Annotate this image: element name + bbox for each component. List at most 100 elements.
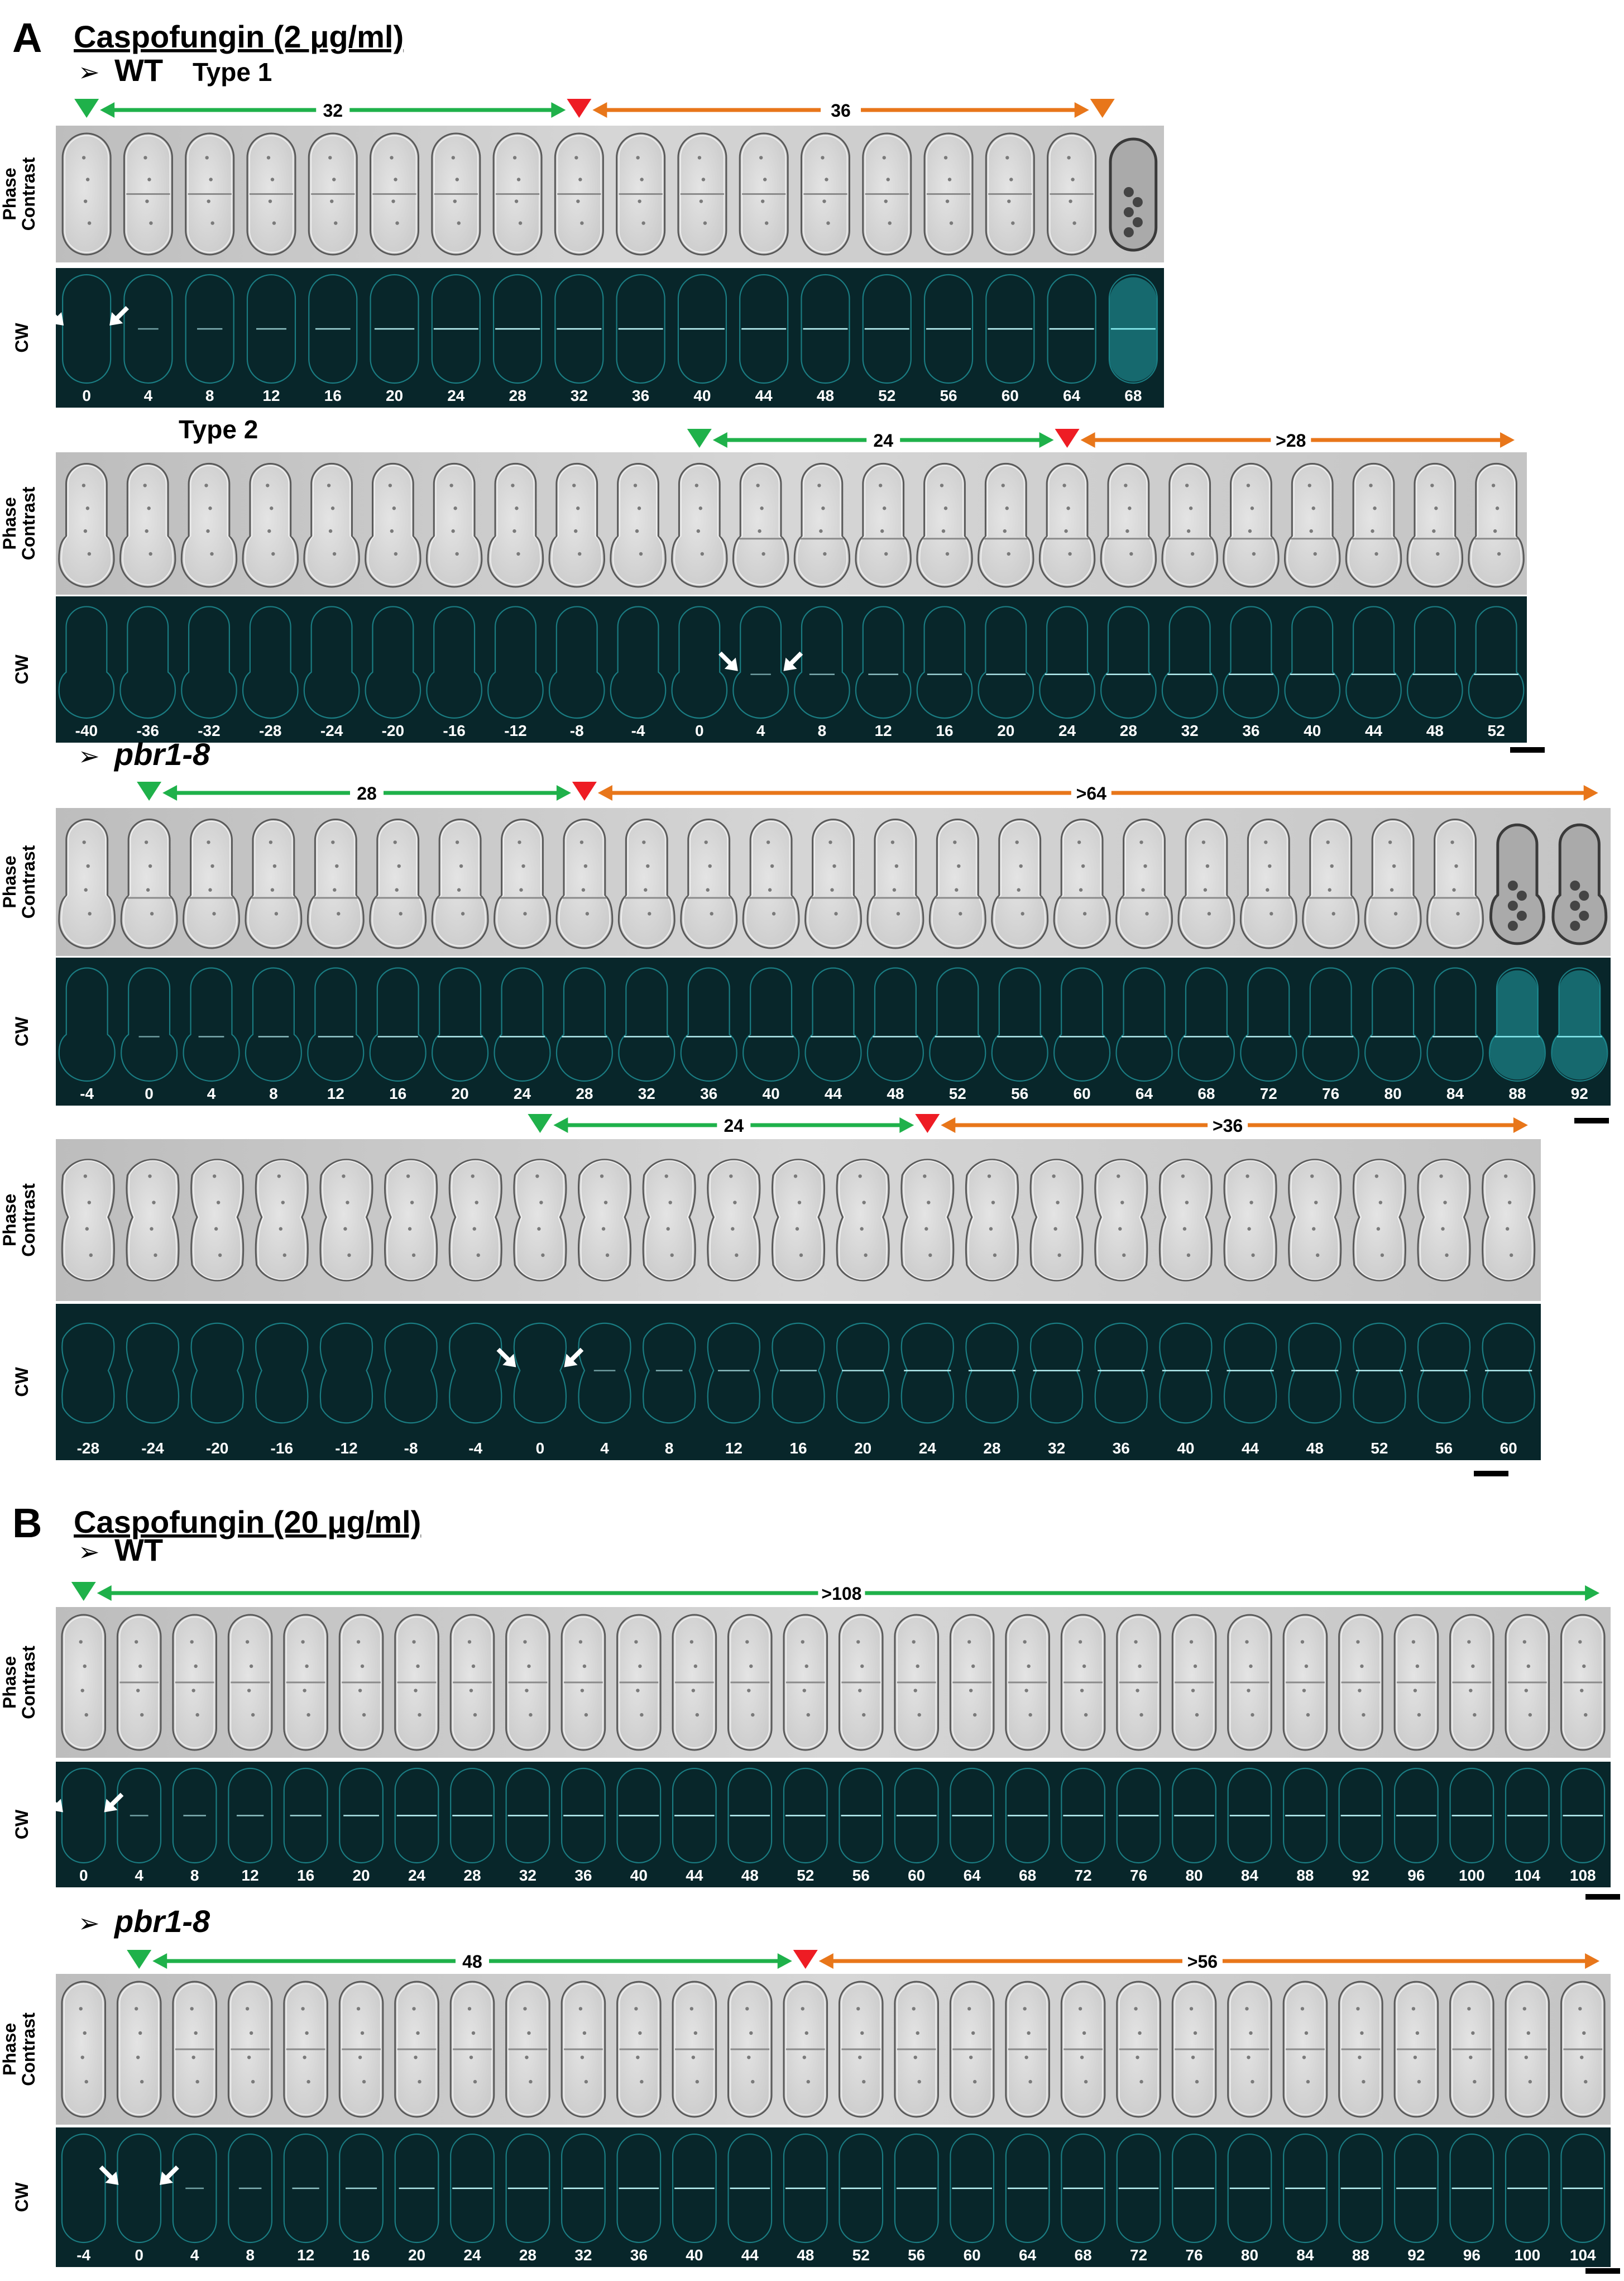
cell-granule	[154, 1253, 157, 1257]
cell-granule	[79, 2007, 83, 2011]
cell-granule	[279, 1227, 282, 1231]
cell-granule	[772, 912, 776, 916]
cell-wall-outline	[319, 1322, 373, 1424]
cell-granule	[1120, 1201, 1124, 1204]
time-label: 36	[574, 1867, 592, 1884]
cell-granule	[1306, 1713, 1310, 1717]
cw-frame	[1488, 967, 1546, 1082]
cell-granule	[802, 2055, 806, 2059]
cell-granule	[305, 1664, 309, 1668]
cell-wall-outline	[616, 2133, 662, 2244]
cell-granule	[269, 840, 273, 844]
phase-frame	[1177, 819, 1235, 949]
cell-wall-outline	[555, 967, 613, 1082]
cw-frame	[671, 606, 728, 719]
cw-frame	[1338, 1768, 1383, 1863]
cell-granule	[150, 1227, 154, 1231]
phase-frame	[1505, 1981, 1550, 2118]
cell-halo	[1007, 1617, 1048, 1748]
time-label: 80	[1385, 1085, 1402, 1102]
calcofluor-strip	[56, 1762, 1611, 1887]
cell-granule	[969, 2055, 973, 2059]
phase-frame	[365, 463, 421, 588]
phase-frame	[1393, 1981, 1439, 2118]
phase-frame	[123, 132, 173, 256]
cw-frame	[58, 967, 116, 1082]
cell-granule	[886, 178, 890, 181]
time-label: 52	[1371, 1440, 1388, 1457]
time-label: 24	[408, 1867, 426, 1884]
phase-label-line2: Contrast	[18, 845, 39, 919]
time-label: 36	[630, 2246, 648, 2264]
time-label: 56	[940, 387, 957, 404]
cell-wall-outline	[804, 967, 862, 1082]
calcofluor-strip	[56, 1304, 1541, 1460]
cw-frame	[862, 274, 912, 384]
time-label: -16	[443, 722, 465, 739]
cell-outline	[1115, 819, 1173, 949]
cell-granule	[1245, 2007, 1249, 2011]
cell-wall-outline	[1116, 1768, 1161, 1863]
cell-wall-outline	[283, 1767, 328, 1864]
time-label: 88	[1508, 1085, 1526, 1102]
phase-frame	[1482, 1159, 1536, 1281]
cw-frame	[228, 2133, 273, 2244]
cell-outline	[306, 819, 365, 949]
septation-complete-marker	[567, 99, 592, 118]
time-label: 0	[695, 722, 704, 739]
cell-granule	[1582, 1664, 1586, 1668]
cell-granule	[943, 156, 948, 160]
cell-halo	[341, 1617, 381, 1748]
ring-start-marker	[687, 429, 712, 448]
septum-start-arrow-left	[99, 2165, 119, 2185]
cell-granule	[527, 1664, 531, 1668]
panel-letter: A	[12, 15, 42, 61]
time-label: 12	[725, 1440, 742, 1457]
cell-granule	[804, 1664, 808, 1668]
cell-granule	[1027, 2031, 1031, 2035]
cell-separation-arrow-head-right	[1585, 1953, 1600, 1969]
time-label: -40	[75, 722, 98, 739]
cell-granule	[529, 1713, 533, 1717]
cell-granule	[1066, 506, 1070, 510]
time-label: 0	[536, 1440, 545, 1457]
cell-granule	[194, 1664, 198, 1668]
phase-frame	[1345, 463, 1402, 588]
cell-wall-outline	[1227, 2134, 1272, 2243]
cell-halo	[1118, 820, 1170, 946]
time-label: -28	[259, 722, 281, 739]
cell-granule	[644, 888, 648, 892]
cell-halo	[730, 1983, 770, 2115]
phase-frame	[61, 1981, 107, 2118]
cell-granule	[327, 484, 331, 487]
cw-frame	[1223, 1322, 1277, 1424]
cell-granule	[1309, 529, 1313, 533]
cell-granule	[1528, 1713, 1532, 1717]
septation-complete-marker	[1055, 429, 1080, 448]
septation-complete-marker	[793, 1950, 818, 1969]
phase-frame	[1227, 1614, 1272, 1751]
cell-wall-outline	[739, 274, 789, 384]
cell-granule	[136, 2055, 140, 2059]
cell-granule	[1450, 840, 1454, 844]
cell-separation-arrow-head-right	[1583, 785, 1598, 801]
phase-frame	[838, 1614, 884, 1751]
cell-granule	[638, 1664, 642, 1668]
cw-frame	[255, 1322, 309, 1424]
time-label: 68	[1124, 387, 1142, 404]
cell-wall-outline	[394, 2133, 439, 2244]
cell-granule	[638, 199, 641, 203]
cell-granule	[1134, 1640, 1138, 1644]
cw-frame	[1116, 2134, 1161, 2243]
cell-granule	[1001, 484, 1005, 487]
cell-outline	[577, 1159, 632, 1281]
cell-granule	[416, 1664, 420, 1668]
cell-granule	[272, 221, 276, 225]
cell-wall-outline	[923, 274, 974, 384]
cell-granule	[700, 552, 705, 556]
cell-granule	[729, 1174, 733, 1178]
cell-granule	[862, 1713, 866, 1717]
phase-frame	[394, 1614, 439, 1751]
cell-granule	[1246, 484, 1251, 487]
cell-wall-outline	[121, 967, 178, 1082]
